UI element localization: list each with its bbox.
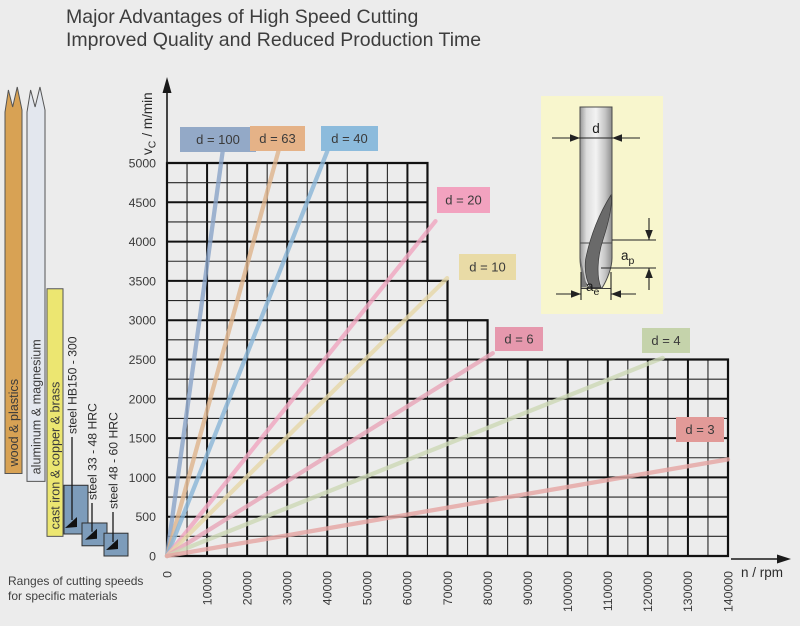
- y-tick-label: 5000: [129, 157, 157, 171]
- material-bar-label: wood & plastics: [7, 379, 21, 468]
- material-box-label: steel HB150 - 300: [65, 336, 79, 434]
- axes: vC / m/min n / rpm: [140, 77, 791, 580]
- y-tick-label: 2000: [129, 392, 157, 406]
- materials-caption-line-2: for specific materials: [8, 589, 118, 603]
- y-tick-label: 3000: [129, 314, 157, 328]
- diameter-label: d = 20: [445, 193, 482, 208]
- tool-inset: d ap ae: [541, 96, 663, 314]
- ap-up-arrow-icon: [645, 268, 653, 278]
- ap-down-arrow-icon: [645, 230, 653, 240]
- material-box-label: steel 33 - 48 HRC: [85, 403, 99, 500]
- title-line-2: Improved Quality and Reduced Production …: [66, 29, 482, 51]
- diameter-labels: d = 100 d = 63 d = 40 d = 20 d = 10 d = 6 d = …: [180, 126, 724, 442]
- x-tick-label: 130000: [681, 571, 695, 612]
- y-tick-label: 1500: [129, 432, 157, 446]
- diameter-line: [164, 275, 450, 559]
- diameter-label-box: [459, 254, 516, 280]
- x-tick-label: 10000: [200, 571, 214, 605]
- x-axis-label: n / rpm: [741, 565, 783, 580]
- diameter-label-box: [321, 126, 378, 151]
- x-tick-label: 0: [160, 571, 174, 578]
- diameter-label: d = 63: [259, 131, 296, 146]
- diameter-label: d = 100: [196, 132, 240, 147]
- materials-panel: wood & plastics aluminum & magnesium cast …: [4, 86, 129, 557]
- diameter-label: d = 40: [331, 131, 368, 146]
- axis-ticks: 0 500 1000 1500 2000 2500 3000 3500 4000 4500 5000…: [129, 157, 736, 613]
- diameter-line: [164, 149, 330, 559]
- y-tick-label: 3500: [129, 274, 157, 288]
- y-axis-label: vC / m/min: [140, 92, 159, 155]
- x-tick-label: 20000: [240, 571, 254, 605]
- diameter-line: [164, 351, 495, 559]
- ae-label-base: a: [586, 279, 594, 294]
- x-tick-label: 90000: [521, 571, 535, 605]
- tool-flute-edge: [580, 258, 587, 288]
- x-tick-label: 40000: [321, 571, 335, 605]
- chart-title: Major Advantages of High Speed Cutting I…: [66, 6, 481, 52]
- diameter-label-box: [676, 417, 724, 442]
- x-tick-label: 140000: [721, 571, 735, 612]
- x-tick-label: 30000: [281, 571, 295, 605]
- material-box-label: steel 48 - 60 HRC: [106, 412, 120, 509]
- ae-label-sub: e: [594, 286, 600, 298]
- ae-right-arrow-icon: [611, 290, 621, 298]
- material-arrow-icon: [85, 528, 97, 540]
- y-tick-label: 500: [135, 510, 156, 524]
- diameter-line: [164, 355, 665, 559]
- ae-left-arrow-icon: [571, 290, 581, 298]
- diameter-label: d = 6: [504, 332, 533, 347]
- ae-dimension-label: ae: [586, 279, 600, 298]
- diameter-lines: [164, 149, 731, 559]
- diameter-label: d = 10: [469, 260, 506, 275]
- x-tick-label: 70000: [441, 571, 455, 605]
- d-dimension-label: d: [592, 121, 600, 136]
- diameter-line: [164, 149, 225, 559]
- ap-label-base: a: [621, 248, 629, 263]
- material-bar-label: cast iron & copper & brass: [48, 382, 62, 530]
- y-axis-label-unit: / m/min: [140, 92, 155, 136]
- y-tick-label: 2500: [129, 353, 157, 367]
- x-tick-label: 80000: [481, 571, 495, 605]
- y-tick-label: 0: [149, 550, 156, 564]
- ap-dimension-label: ap: [621, 248, 635, 267]
- diameter-label-box: [180, 127, 256, 152]
- diameter-line: [164, 149, 281, 559]
- y-axis-label-base: v: [140, 148, 155, 155]
- y-tick-label: 4500: [129, 196, 157, 210]
- material-bar-label: aluminum & magnesium: [29, 339, 43, 474]
- y-axis-label-sub: C: [147, 140, 159, 148]
- materials-caption: Ranges of cutting speeds for specific ma…: [8, 574, 143, 604]
- x-tick-label: 100000: [561, 571, 575, 612]
- x-tick-label: 60000: [401, 571, 415, 605]
- diameter-label-box: [437, 187, 490, 213]
- y-tick-label: 4000: [129, 235, 157, 249]
- x-tick-label: 110000: [601, 571, 615, 611]
- x-tick-label: 120000: [641, 571, 655, 612]
- materials-caption-line-1: Ranges of cutting speeds: [8, 574, 144, 588]
- d-dim-left-arrow-icon: [570, 134, 580, 142]
- diameter-label-box: [495, 327, 543, 351]
- diameter-label-box: [642, 328, 690, 353]
- y-tick-label: 1000: [129, 471, 157, 485]
- material-arrow-icon: [106, 539, 118, 550]
- material-bar: [46, 288, 64, 537]
- diameter-line: [164, 219, 438, 559]
- material-arrow-icon: [65, 516, 77, 528]
- material-bar: [4, 86, 23, 474]
- diameter-label-box: [250, 126, 305, 151]
- diameter-label: d = 3: [685, 422, 714, 437]
- y-axis-arrowhead-icon: [162, 77, 172, 93]
- d-dim-right-arrow-icon: [612, 134, 622, 142]
- ap-label-sub: p: [629, 255, 635, 267]
- x-axis-arrowhead-icon: [777, 554, 791, 564]
- diameter-label: d = 4: [651, 333, 680, 348]
- material-bar: [26, 86, 46, 482]
- title-line-1: Major Advantages of High Speed Cutting: [66, 6, 419, 28]
- plot-boundary: [165, 161, 730, 558]
- diameter-line: [164, 457, 731, 559]
- tool-flute-groove: [584, 193, 612, 288]
- x-tick-label: 50000: [361, 571, 375, 605]
